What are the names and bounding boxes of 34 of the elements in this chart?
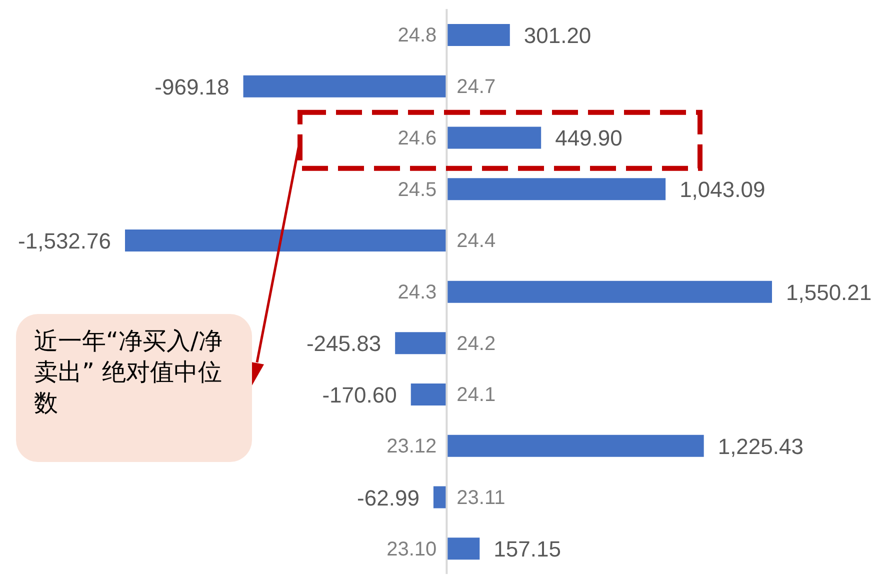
bar [125, 229, 447, 252]
bar [395, 332, 447, 354]
y-tick-label: 24.4 [456, 230, 496, 252]
bar [243, 75, 447, 98]
data-label: -1,532.76 [18, 228, 111, 254]
bar [410, 384, 447, 406]
y-tick-label: 24.7 [456, 76, 496, 98]
y-tick-label: 24.8 [398, 24, 437, 47]
data-label: 1,550.21 [786, 280, 872, 305]
y-tick-label: 24.2 [456, 332, 496, 355]
y-tick-label: 23.11 [456, 486, 506, 509]
y-tick-label: 23.10 [386, 538, 437, 560]
data-label: -969.18 [154, 74, 230, 100]
bar [433, 486, 447, 508]
bar [446, 24, 510, 46]
data-label: 157.15 [494, 536, 561, 562]
data-label: 1,043.09 [680, 177, 766, 202]
bar [446, 126, 542, 149]
y-tick-label: 24.5 [398, 178, 437, 201]
bar [446, 280, 772, 303]
y-tick-label: 24.6 [398, 127, 437, 150]
data-label: 301.20 [524, 23, 592, 48]
y-tick-label: 24.1 [456, 384, 496, 406]
data-label: -245.83 [306, 331, 382, 356]
y-tick-label: 23.12 [386, 436, 437, 458]
bar [446, 538, 480, 560]
data-label: 449.90 [555, 126, 622, 151]
data-label: -62.99 [357, 485, 420, 510]
data-label: -170.60 [322, 382, 397, 408]
bar [446, 178, 666, 200]
annotation: 近一年“净买入/净卖出” 绝对值中位数 [33, 326, 224, 420]
y-tick-label: 24.3 [398, 282, 437, 304]
bar [446, 434, 704, 457]
data-label: 1,225.43 [718, 434, 804, 459]
